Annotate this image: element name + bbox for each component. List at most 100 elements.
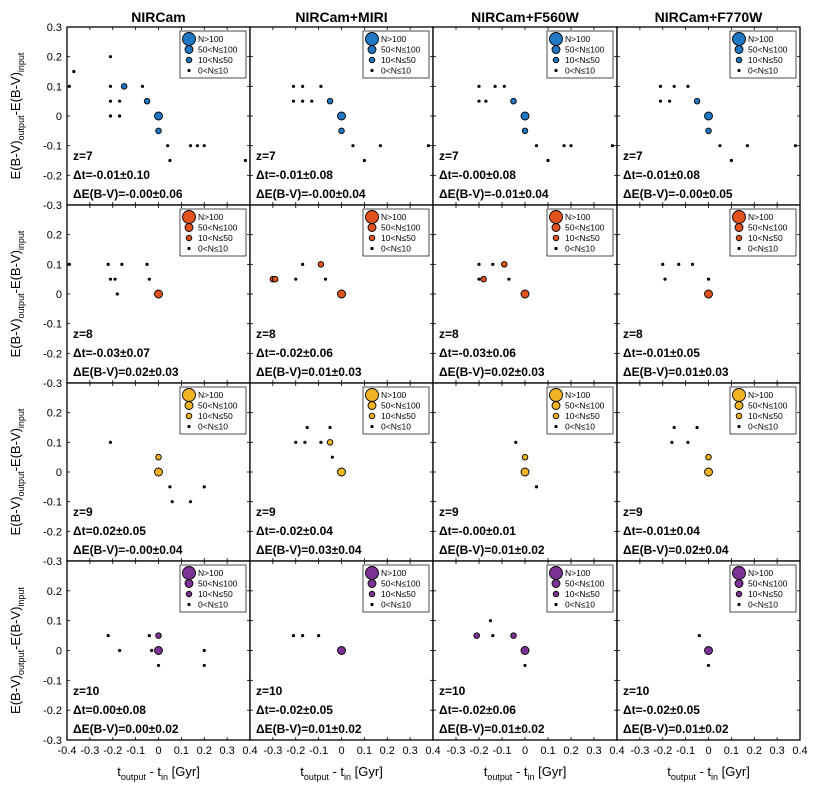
legend-label: 0<N≤10 xyxy=(565,66,595,76)
legend-marker xyxy=(551,579,561,588)
legend-label: 0<N≤10 xyxy=(198,244,228,254)
data-point xyxy=(108,114,113,118)
y-tick-label: -0.3 xyxy=(43,556,62,568)
legend-label: 0<N≤10 xyxy=(748,66,778,76)
legend-marker xyxy=(185,590,193,598)
legend-marker xyxy=(182,32,196,46)
delta-ebv-label: ΔE(B-V)=0.01±0.02 xyxy=(256,722,362,736)
data-point xyxy=(108,84,113,88)
y-tick-label: -0.2 xyxy=(43,170,62,182)
legend-marker xyxy=(187,602,191,607)
delta-t-label: Δt=-0.01±0.04 xyxy=(623,524,700,538)
legend-label: 10<N≤50 xyxy=(381,589,416,599)
x-axis-label-part: in xyxy=(528,772,535,782)
legend-label: 10<N≤50 xyxy=(381,411,416,421)
x-axis-label-part: [Gyr] xyxy=(718,764,750,779)
data-point xyxy=(120,262,124,266)
legend-marker xyxy=(365,566,379,580)
legend-label: 0<N≤10 xyxy=(198,66,228,76)
delta-ebv-label: ΔE(B-V)=-0.01±0.04 xyxy=(439,187,549,201)
data-point xyxy=(718,144,722,148)
y-axis-label-part: output xyxy=(16,293,26,319)
data-point xyxy=(143,97,151,105)
y-tick-label: -0.3 xyxy=(43,735,62,747)
y-tick-label: 0 xyxy=(56,111,62,123)
legend-label: N>100 xyxy=(748,390,774,400)
legend-label: N>100 xyxy=(748,212,774,222)
data-point xyxy=(491,262,495,266)
legend-marker xyxy=(549,32,563,46)
legend-marker xyxy=(552,234,560,242)
data-point xyxy=(484,99,488,103)
data-point xyxy=(704,646,713,655)
legend-marker xyxy=(368,590,376,598)
legend-label: N>100 xyxy=(198,568,224,578)
data-point xyxy=(520,289,530,299)
x-axis-label: toutput - tin [Gyr] xyxy=(300,764,383,782)
x-tick-label: 0.1 xyxy=(724,745,739,757)
legend-label: 0<N≤10 xyxy=(748,600,778,610)
x-axis-label-part: output xyxy=(121,772,147,782)
x-axis-label-part: in xyxy=(344,772,351,782)
y-axis-label-part: input xyxy=(16,408,26,428)
y-tick-label: 0.1 xyxy=(47,81,62,93)
legend-marker xyxy=(554,68,558,73)
data-point xyxy=(534,144,539,148)
x-tick-label: -0.2 xyxy=(103,745,122,757)
x-tick-label: 0.3 xyxy=(769,745,784,757)
legend-marker xyxy=(185,234,193,242)
data-point xyxy=(155,127,162,135)
data-point xyxy=(793,144,798,148)
legend-label: 10<N≤50 xyxy=(565,233,600,243)
legend-marker xyxy=(551,45,561,54)
data-point xyxy=(328,425,332,430)
delta-t-label: Δt=-0.02±0.04 xyxy=(256,524,333,538)
legend-label: 0<N≤10 xyxy=(198,600,228,610)
data-point xyxy=(118,648,122,653)
legend-label: 10<N≤50 xyxy=(381,233,416,243)
legend-marker xyxy=(732,566,746,580)
data-point xyxy=(72,69,76,74)
delta-t-label: Δt=-0.01±0.05 xyxy=(623,346,700,360)
x-tick-label: 0.3 xyxy=(586,745,601,757)
legend-label: 10<N≤50 xyxy=(198,411,233,421)
data-point xyxy=(686,84,690,88)
delta-ebv-label: ΔE(B-V)=0.03±0.04 xyxy=(256,543,362,557)
y-axis-label: E(B-V)output-E(B-V)input xyxy=(8,408,26,535)
data-point xyxy=(67,84,71,88)
legend-label: 50<N≤100 xyxy=(198,579,238,589)
legend-label: 10<N≤50 xyxy=(748,55,783,65)
legend-label: 50<N≤100 xyxy=(198,223,238,233)
y-tick-label: 0.1 xyxy=(47,616,62,628)
delta-t-label: Δt=0.02±0.05 xyxy=(73,524,146,538)
data-point xyxy=(145,262,149,266)
data-point xyxy=(488,619,493,623)
data-point xyxy=(301,633,305,638)
data-point xyxy=(661,262,665,266)
data-point xyxy=(672,425,676,430)
legend-marker xyxy=(184,401,194,410)
data-point xyxy=(154,467,163,477)
x-tick-label: -0.2 xyxy=(470,745,489,757)
delta-t-label: Δt=-0.02±0.05 xyxy=(623,703,700,717)
x-tick-label: -0.3 xyxy=(447,745,466,757)
x-axis-label-part: in xyxy=(711,772,718,782)
data-point xyxy=(120,83,128,90)
data-point xyxy=(319,84,323,88)
legend-marker xyxy=(182,388,196,402)
legend-marker xyxy=(365,210,379,224)
data-point xyxy=(150,648,154,653)
